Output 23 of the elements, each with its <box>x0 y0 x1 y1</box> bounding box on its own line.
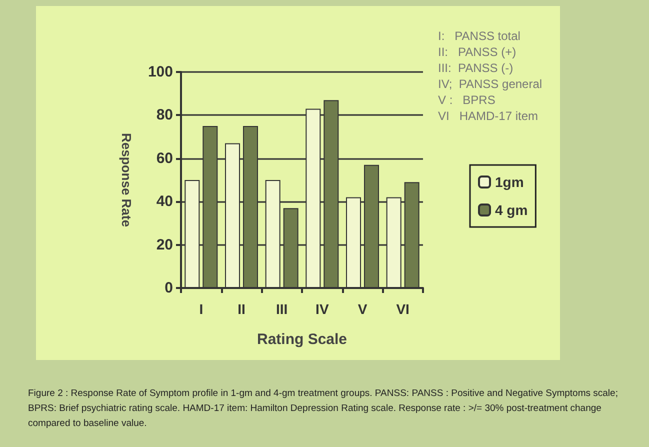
text: V : BPRS <box>438 92 496 108</box>
x-tick-label: VI <box>396 301 410 317</box>
x-tick-label: V <box>358 301 368 317</box>
y-tick-label: 80 <box>156 106 173 124</box>
text: IV; PANSS general <box>438 76 542 92</box>
x-tick-label: I <box>199 301 204 317</box>
legend-label: 4 gm <box>495 202 528 218</box>
x-tick-label: III <box>276 301 288 317</box>
y-tick-label: 60 <box>156 150 173 167</box>
legend-label: 1gm <box>495 174 524 190</box>
x-tick-label: II <box>238 301 246 317</box>
text: II: PANSS (+) <box>438 44 518 60</box>
text: I: PANSS total <box>438 28 522 44</box>
y-tick-label: 100 <box>148 64 173 80</box>
text: III: PANSS (-) <box>438 60 514 76</box>
y-tick-label: 20 <box>156 236 173 254</box>
x-tick-label: IV <box>316 301 330 317</box>
y-tick-label: 40 <box>156 193 173 210</box>
y-tick-label: 0 <box>164 280 173 296</box>
y-axis-title: Response Rate <box>119 133 134 227</box>
x-axis-title: Rating Scale <box>256 331 348 348</box>
caption: Figure 2 : Response Rate of Symptom profile in 1-gm and 4-gm treatment groups. PANSS: PANSS : Positive and Negative Symptoms scale; BPRS: Brief psychiatric rating scale. HAMD-17 item: Hamilton Depression Rating scale. Response rate : >/= 30% post-treatment change compared to baseline value. <box>28 387 619 431</box>
text: VI HAMD-17 item <box>438 108 540 124</box>
